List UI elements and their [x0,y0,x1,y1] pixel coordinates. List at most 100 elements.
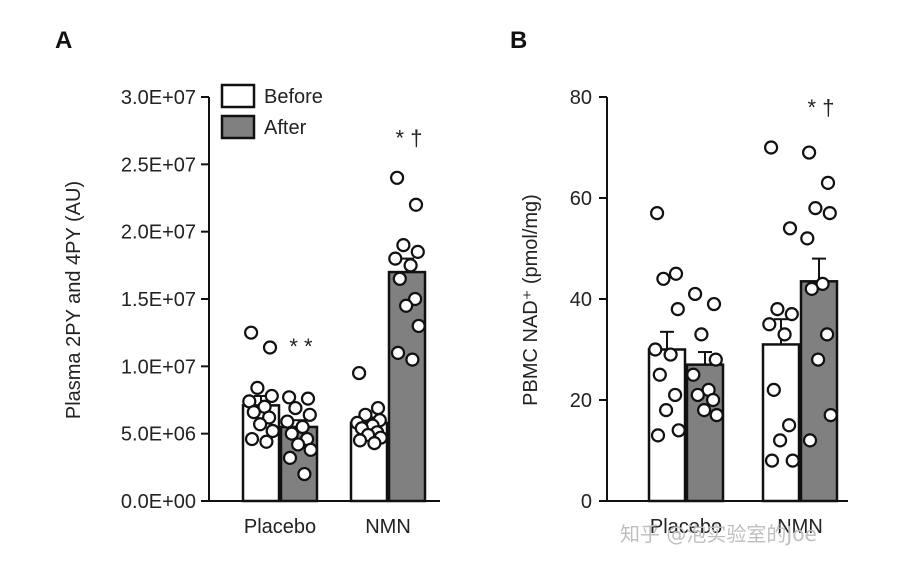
bar-after [799,280,839,503]
data-point [804,281,819,296]
data-point [670,302,685,317]
x-category-label: NMN [777,516,823,538]
y-tick-label: 3.0E+07 [121,87,196,109]
data-point [403,258,418,273]
data-point [819,327,835,342]
data-point [667,387,683,403]
data-point [802,433,818,448]
data-point [656,271,671,286]
data-point [291,437,306,452]
panel-a: A Plasma 2PY and 4PY (AU) 0.0E+00 5.0E+06… [55,27,440,538]
data-point [399,298,414,313]
data-point [784,307,799,322]
y-tick-label: 5.0E+06 [121,424,196,446]
data-point [663,347,678,362]
legend-swatch-before [220,83,256,109]
data-point [282,390,297,405]
data-point [250,380,265,395]
data-point [352,433,368,448]
legend-label-after: After [264,117,307,139]
data-point [687,286,703,302]
data-point [265,423,280,439]
data-point [694,327,709,342]
data-point [650,428,666,443]
data-point [392,271,407,286]
data-point [264,388,279,404]
data-point [770,302,785,317]
data-point [411,318,426,334]
data-point [649,206,665,221]
y-tick-label: 1.0E+07 [121,356,196,378]
data-point [297,466,312,482]
data-point [652,367,667,382]
data-point [820,175,836,190]
data-point [302,407,317,422]
panel-a-axes: 0.0E+00 5.0E+06 1.0E+07 1.5E+07 2.0E+07 2.5E+… [121,87,440,513]
y-tick-label: 1.5E+07 [121,289,196,311]
data-point [244,325,259,340]
data-point [823,408,838,423]
data-point [762,317,777,332]
data-point [280,414,295,429]
data-point [801,145,817,160]
data-point [785,453,800,468]
x-category-label: Placebo [650,516,722,538]
y-tick-label: 20 [570,390,592,412]
data-point [246,405,261,420]
panel-a-labels: Placebo NMN * * * † [244,125,423,538]
data-point [244,431,260,447]
y-tick-label: 80 [570,87,592,109]
data-point [705,392,721,408]
data-point [282,450,298,466]
y-tick-label: 2.0E+07 [121,222,196,244]
panel-b-points [648,140,838,468]
data-point [671,423,686,438]
data-point [405,352,420,367]
data-point [284,426,299,441]
data-point [822,206,837,221]
data-point [709,408,724,423]
data-point [763,140,779,155]
panel-b-axes: 0 20 40 60 80 [570,87,848,513]
data-point [408,197,424,212]
data-point [781,418,797,433]
data-point [658,403,674,418]
x-category-label: Placebo [244,516,316,538]
y-tick-label: 40 [570,289,592,311]
data-point [262,340,278,355]
data-point [772,433,788,448]
panel-b-labels: Placebo NMN * † [650,95,835,538]
y-tick-label: 0 [581,491,592,513]
data-point [259,434,274,449]
data-point [782,221,798,236]
panel-b-y-axis-label: PBMC NAD⁺ (pmol/mg) [520,194,542,406]
data-point [390,170,405,185]
data-point [810,352,826,367]
y-tick-label: 60 [570,188,592,210]
panel-a-points [242,170,426,482]
panel-a-letter: A [55,27,72,54]
data-point [303,442,318,457]
panel-a-bars [241,257,427,503]
data-point [396,238,411,253]
panel-a-y-axis-label: Plasma 2PY and 4PY (AU) [63,181,85,419]
data-point [766,382,781,397]
data-point [764,453,780,468]
data-point [370,400,386,416]
data-point [648,342,663,357]
legend-label-before: Before [264,86,323,108]
panel-a-legend: Before After [220,83,323,140]
significance-marker: * * [289,334,313,359]
data-point [706,296,722,312]
data-point [708,352,723,367]
data-point [288,400,303,416]
y-tick-label: 2.5E+07 [121,154,196,176]
data-point [300,391,316,406]
significance-marker: * † [396,125,423,150]
panel-b: B PBMC NAD⁺ (pmol/mg) 0 20 40 60 80 Placebo N… [510,27,848,538]
data-point [253,417,268,432]
data-point [295,419,310,435]
data-point [686,367,701,382]
data-point [352,365,367,381]
